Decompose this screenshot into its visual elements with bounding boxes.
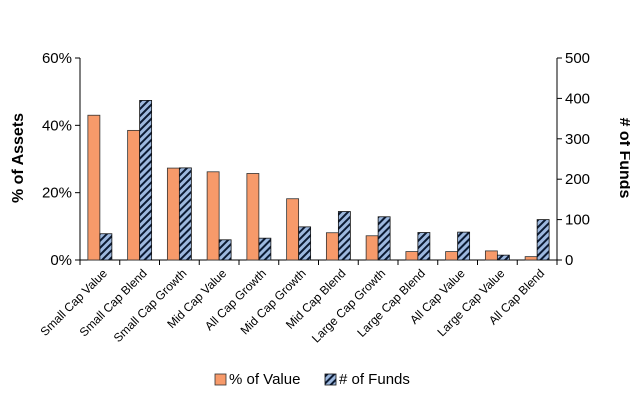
bar-pct-value (405, 251, 419, 261)
x-category-label: Small Cap Growth (111, 266, 190, 345)
y-tick-left-label: 0% (50, 252, 72, 269)
bar-num-funds (377, 216, 391, 261)
x-category-label: Small Cap Value (38, 266, 111, 339)
bar-pct-value (286, 198, 300, 261)
bar-num-funds (298, 226, 312, 261)
bar-num-funds (417, 232, 431, 261)
bar-pct-value (445, 251, 459, 261)
bar-pct-value (484, 250, 498, 261)
bar-pct-value (127, 129, 141, 261)
bar-num-funds (218, 239, 232, 261)
bar-num-funds (457, 231, 471, 261)
y-tick-right-label: 100 (565, 212, 590, 229)
plot-area: 0% 20% 40% 60% 0 100 200 300 400 500 Small Cap Val… (38, 50, 591, 345)
y-tick-right-label: 200 (565, 171, 590, 188)
bar-pct-value (246, 173, 260, 261)
y-axis-title-right: # of Funds (616, 118, 630, 199)
y-tick-right-label: 300 (565, 131, 590, 148)
bar-num-funds (337, 211, 351, 261)
legend-swatch-num-funds (324, 373, 337, 386)
bar-pct-value (524, 256, 538, 261)
y-tick-left-label: 60% (42, 50, 72, 67)
legend: % of Value # of Funds (214, 371, 410, 388)
bar-pct-value (87, 114, 101, 261)
bar-num-funds (139, 100, 153, 261)
bar-pct-value (365, 235, 379, 261)
bar-num-funds (178, 167, 192, 261)
legend-swatch-pct-value (214, 373, 227, 386)
x-category-label: Small Cap Blend (77, 266, 150, 339)
legend-label-num-funds: # of Funds (339, 371, 410, 388)
y-tick-right-label: 400 (565, 90, 590, 107)
y-axis-title-left: % of Assets (10, 113, 27, 203)
bar-num-funds (536, 219, 550, 261)
bar-pct-value (166, 167, 180, 261)
y-tick-right-label: 0 (565, 252, 573, 269)
bar-num-funds (496, 254, 510, 261)
bar-num-funds (99, 233, 113, 261)
bar-pct-value (325, 232, 339, 261)
x-category-label: Large Cap Blend (354, 266, 428, 340)
legend-label-pct-value: % of Value (229, 371, 300, 388)
bar-num-funds (258, 237, 272, 261)
bar-pct-value (206, 171, 220, 261)
y-tick-left-label: 20% (42, 185, 72, 202)
y-tick-left-label: 40% (42, 117, 72, 134)
x-category-label: Large Cap Growth (309, 266, 388, 345)
x-category-label: Large Cap Value (435, 266, 508, 339)
y-tick-right-label: 500 (565, 50, 590, 67)
